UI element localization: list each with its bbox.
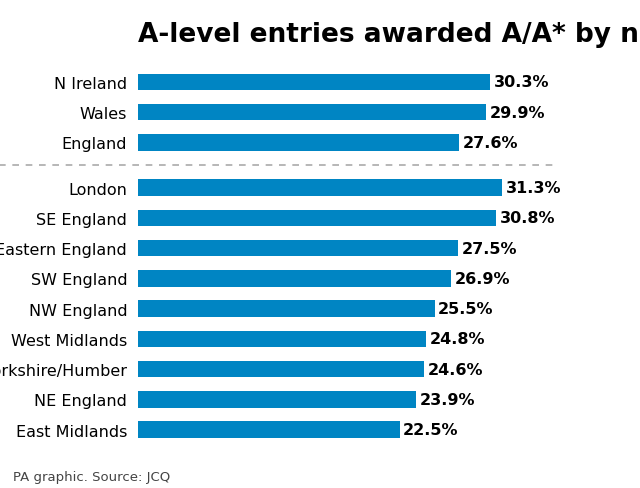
Text: 24.8%: 24.8%	[430, 332, 485, 346]
Text: 26.9%: 26.9%	[454, 271, 510, 286]
Text: 27.5%: 27.5%	[461, 241, 517, 256]
Text: 30.3%: 30.3%	[494, 75, 549, 90]
Bar	[138, 301, 435, 317]
Bar	[138, 74, 490, 91]
Text: 24.6%: 24.6%	[428, 362, 483, 377]
Bar	[138, 270, 451, 287]
Bar	[138, 331, 426, 347]
Text: 25.5%: 25.5%	[438, 302, 493, 317]
Bar	[138, 241, 458, 257]
Bar	[138, 104, 486, 121]
Bar	[138, 135, 459, 151]
Text: 27.6%: 27.6%	[463, 136, 518, 150]
Text: 29.9%: 29.9%	[489, 105, 545, 121]
Text: 22.5%: 22.5%	[403, 422, 459, 437]
Text: PA graphic. Source: JCQ: PA graphic. Source: JCQ	[13, 470, 170, 483]
Text: 30.8%: 30.8%	[500, 211, 556, 226]
Bar	[138, 391, 416, 408]
Bar	[138, 180, 502, 197]
Text: 23.9%: 23.9%	[419, 392, 475, 407]
Bar	[138, 361, 424, 378]
Text: 31.3%: 31.3%	[506, 181, 561, 196]
Text: A-level entries awarded A/A* by nation & region: A-level entries awarded A/A* by nation &…	[138, 22, 640, 48]
Bar	[138, 422, 399, 438]
Bar	[138, 210, 496, 227]
